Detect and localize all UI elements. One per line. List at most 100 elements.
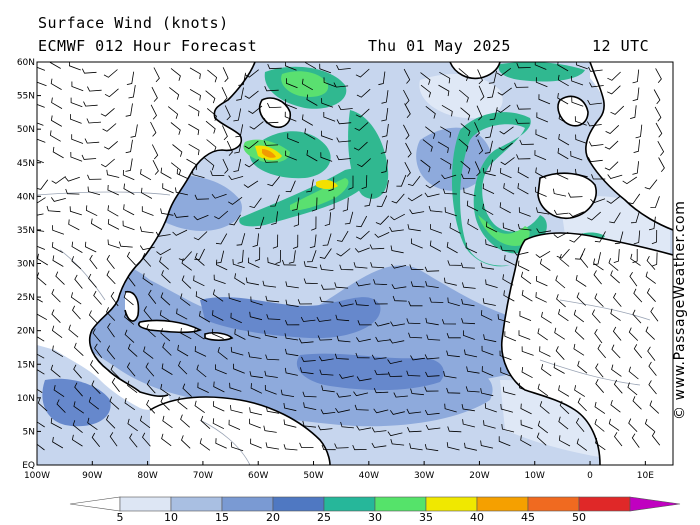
wind-barb (502, 222, 515, 232)
wind-barb (373, 408, 389, 414)
wind-barb (353, 391, 369, 397)
wind-barb (390, 321, 405, 327)
colorbar-label: 10 (164, 511, 178, 524)
wind-barb (442, 188, 457, 195)
wind-barb (607, 85, 621, 95)
wind-barb (357, 158, 371, 168)
wind-barb (461, 404, 475, 412)
wind-barb (646, 256, 656, 270)
wind-barb (193, 327, 205, 340)
wind-barb (403, 124, 410, 140)
wind-barb (458, 89, 469, 103)
wind-barb (651, 252, 658, 267)
wind-barb (571, 97, 584, 107)
wind-barb (334, 443, 349, 449)
wind-barb (536, 432, 547, 446)
wind-barb (94, 343, 103, 358)
wind-barb (266, 314, 281, 320)
wind-barb (199, 438, 211, 451)
wind-barb (356, 88, 371, 98)
wind-barb (70, 114, 82, 124)
wind-barb (482, 298, 496, 306)
wind-barb (554, 327, 566, 340)
wind-barb (406, 318, 421, 324)
wind-barb (516, 154, 531, 160)
colorbar-high-arrow (629, 496, 681, 512)
wind-barb (336, 137, 351, 143)
wind-barb (593, 270, 602, 285)
lat-label: 55N (17, 92, 35, 102)
wind-barb (628, 193, 641, 205)
wind-barb (124, 397, 136, 411)
lat-label: EQ (22, 461, 35, 471)
wind-barb (69, 206, 82, 216)
wind-barb (229, 214, 241, 226)
wind-barb (378, 71, 386, 86)
wind-barb (321, 130, 333, 141)
wind-barb (381, 180, 389, 194)
wind-barb (484, 140, 493, 154)
wind-barb (146, 324, 156, 338)
wind-barb (215, 259, 228, 271)
lon-label: 50W (303, 471, 323, 481)
wind-barb (474, 122, 480, 138)
wind-barb (536, 275, 548, 287)
wind-barb (319, 63, 332, 74)
wind-barb (374, 369, 389, 375)
wind-barb (180, 328, 192, 340)
lon-label: 10W (525, 471, 545, 481)
wind-barb (161, 270, 171, 284)
wind-barb (520, 403, 532, 415)
wind-barb (193, 275, 205, 287)
wind-barb (489, 107, 498, 121)
wind-barb (541, 311, 552, 324)
wind-barb (284, 367, 298, 376)
wind-barb (160, 328, 171, 342)
wind-barb (302, 391, 317, 398)
wind-barb (354, 122, 369, 131)
wind-barb (339, 264, 354, 271)
wind-barb (588, 141, 604, 147)
wind-barb (570, 150, 583, 161)
wind-barb (648, 380, 657, 395)
wind-barb (444, 403, 457, 413)
wind-barb (272, 234, 279, 249)
wind-barb (212, 328, 224, 339)
wind-barb (633, 288, 643, 303)
wind-barb (106, 270, 116, 285)
wind-barb (635, 124, 643, 139)
wind-barb (335, 314, 350, 322)
wind-barb (70, 292, 82, 305)
wind-barb (447, 297, 460, 307)
wind-barb (503, 183, 515, 195)
wind-barb (411, 238, 423, 249)
wind-barb (420, 72, 431, 85)
wind-barb (52, 345, 64, 358)
wind-barb (275, 249, 281, 264)
wind-barb (606, 195, 621, 204)
wind-barb (178, 360, 188, 375)
wind-barb (205, 120, 216, 134)
lat-label: 60N (17, 58, 35, 68)
wind-barb (517, 223, 532, 231)
wind-barb (52, 225, 65, 235)
wind-barb (557, 62, 569, 72)
wind-barb (441, 319, 457, 325)
wind-barb (478, 85, 485, 101)
wind-barb (632, 87, 640, 102)
wind-barb (438, 84, 450, 97)
wind-barb (288, 250, 296, 264)
wind-barb (194, 194, 210, 200)
wind-barb (155, 231, 171, 237)
wind-barb (387, 359, 403, 365)
wind-barb (595, 363, 604, 378)
wind-barb (64, 176, 80, 182)
wind-barb (263, 140, 279, 146)
credit-watermark: © www.PassageWeather.com (672, 200, 688, 420)
wind-barb (407, 224, 421, 232)
wind-barb (71, 256, 82, 270)
wind-barb (49, 130, 61, 142)
wind-barb (324, 212, 331, 226)
wind-barb (355, 352, 370, 359)
